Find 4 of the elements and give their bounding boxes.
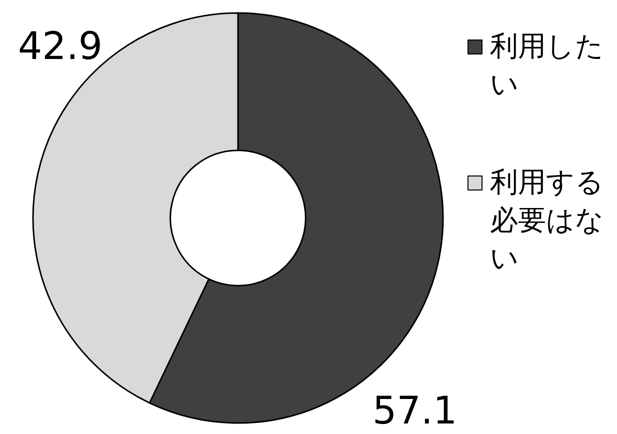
legend-label: 利用する必要はない [490, 166, 604, 275]
data-label: 57.1 [372, 388, 458, 433]
data-label: 42.9 [18, 24, 103, 68]
legend-label: 利用したい [490, 30, 604, 101]
